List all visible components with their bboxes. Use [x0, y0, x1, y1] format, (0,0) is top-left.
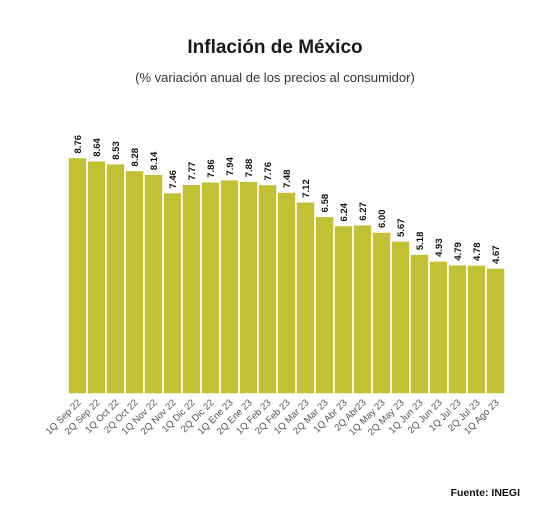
source-note: Fuente: INEGI	[450, 487, 520, 499]
bar-8	[200, 181, 221, 395]
data-label-18: 5.67	[396, 218, 407, 237]
data-label-12: 7.48	[282, 170, 293, 189]
bar-7	[181, 183, 202, 395]
data-label-3: 8.53	[111, 141, 122, 160]
bar-3	[105, 162, 126, 395]
bar-17	[371, 231, 392, 395]
data-label-20: 4.93	[434, 238, 445, 257]
data-label-8: 7.86	[206, 159, 217, 178]
bar-2	[86, 159, 107, 395]
bar-22	[466, 264, 487, 395]
bar-15	[333, 224, 354, 395]
bar-12	[276, 191, 297, 395]
data-label-5: 8.14	[149, 151, 160, 170]
data-label-15: 6.24	[339, 202, 350, 221]
bar-1	[67, 156, 88, 395]
data-label-17: 6.00	[377, 210, 388, 229]
bar-9	[219, 178, 240, 395]
chart-title: Inflación de México	[187, 37, 363, 58]
bar-19	[409, 253, 430, 395]
data-label-7: 7.77	[187, 162, 198, 181]
bar-16	[352, 223, 373, 395]
bar-23	[485, 267, 506, 395]
bar-10	[238, 180, 259, 395]
bar-13	[295, 201, 316, 395]
bar-21	[447, 263, 468, 395]
bar-5	[143, 173, 164, 395]
data-label-9: 7.94	[225, 156, 236, 175]
bar-6	[162, 191, 183, 395]
data-label-16: 6.27	[358, 202, 369, 221]
data-label-13: 7.12	[301, 179, 312, 198]
bar-18	[390, 240, 411, 395]
data-label-1: 8.76	[73, 135, 84, 154]
chart-subtitle: (% variación anual de los precios al con…	[135, 70, 415, 85]
data-label-11: 7.76	[263, 162, 274, 181]
data-label-14: 6.58	[320, 194, 331, 213]
bar-11	[257, 183, 278, 395]
data-label-23: 4.67	[491, 245, 502, 264]
data-label-19: 5.18	[415, 232, 426, 251]
data-label-6: 7.46	[168, 170, 179, 189]
data-label-2: 8.64	[92, 138, 103, 157]
data-label-21: 4.79	[453, 242, 464, 261]
data-label-22: 4.78	[472, 242, 483, 261]
data-label-10: 7.88	[244, 159, 255, 178]
bar-4	[124, 169, 145, 395]
bar-14	[314, 215, 335, 395]
bar-20	[428, 260, 449, 395]
data-label-4: 8.28	[130, 148, 141, 167]
